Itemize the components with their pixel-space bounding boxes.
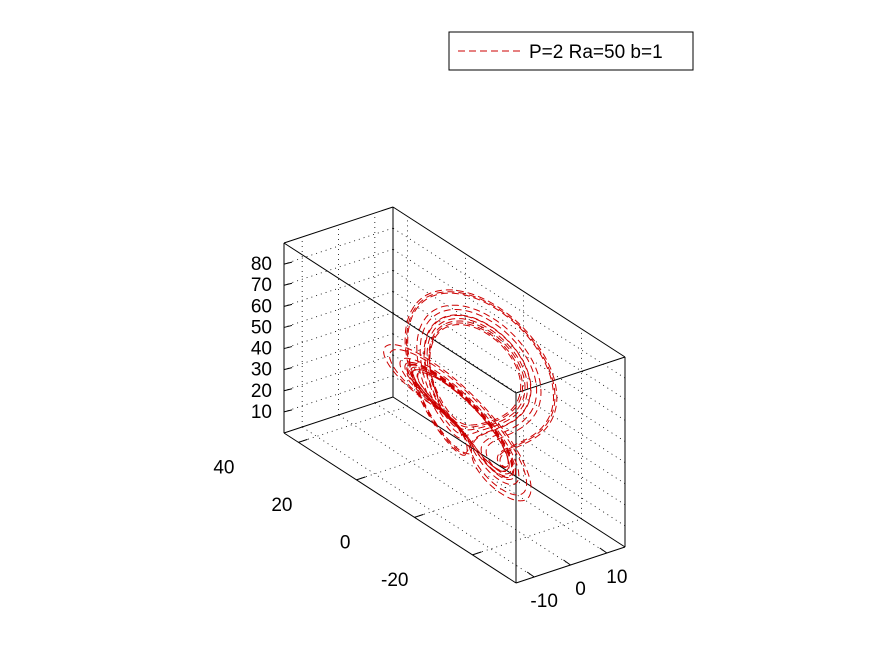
y-tick-label: 0 xyxy=(340,532,351,553)
x-tick-mark xyxy=(563,559,571,566)
z-tick-label: 60 xyxy=(251,296,272,317)
x-tick-mark xyxy=(526,571,535,578)
axes-box-edge xyxy=(392,396,626,548)
legend-box xyxy=(448,31,694,71)
z-tick-label: 70 xyxy=(251,275,272,296)
gridline-z-wall-x xyxy=(392,248,626,400)
grid-layer xyxy=(283,213,626,578)
axes-box-edge xyxy=(283,242,517,394)
z-tick-mark xyxy=(283,367,293,371)
axes-box-edge xyxy=(392,206,626,358)
z-tick-label: 20 xyxy=(251,381,272,402)
z-tick-label: 80 xyxy=(251,254,272,275)
gridline-z-wall-y xyxy=(283,375,394,413)
gridline-z-wall-x xyxy=(392,354,626,506)
axes-box xyxy=(283,206,626,584)
gridline-z-wall-y xyxy=(283,333,394,371)
gridline-x-floor xyxy=(374,402,608,554)
axes-box-edge xyxy=(515,356,626,394)
y-tick-label: -20 xyxy=(381,570,408,591)
x-tick-mark xyxy=(599,547,608,554)
z-tick-mark xyxy=(283,261,293,265)
gridline-z-wall-y xyxy=(283,269,394,307)
gridline-x-floor xyxy=(301,426,535,578)
x-tick-label: 10 xyxy=(606,567,627,588)
z-tick-label: 50 xyxy=(251,317,272,338)
y-tick-mark xyxy=(298,438,308,443)
y-tick-mark xyxy=(472,551,482,556)
y-tick-label: 40 xyxy=(213,457,234,478)
z-tick-mark xyxy=(283,303,293,307)
gridline-z-wall-y xyxy=(283,312,394,349)
z-tick-label: 30 xyxy=(251,360,272,381)
z-tick-mark xyxy=(283,388,293,392)
gridline-y-floor xyxy=(298,405,408,443)
axes-box-edge xyxy=(283,396,394,434)
trajectory-series xyxy=(383,289,558,502)
y-tick-mark xyxy=(414,513,424,518)
gridline-z-wall-y xyxy=(283,227,394,265)
x-tick-label: -10 xyxy=(530,591,557,612)
gridline-z-wall-y xyxy=(283,354,394,392)
axes-box-edge xyxy=(283,206,394,244)
y-tick-label: 20 xyxy=(271,495,292,516)
gridline-x-floor xyxy=(338,414,571,566)
z-tick-label: 10 xyxy=(251,402,272,423)
gridline-z-wall-x xyxy=(392,312,626,463)
axes-box-edge xyxy=(283,432,517,584)
z-tick-mark xyxy=(283,324,293,328)
tick-marks xyxy=(283,261,608,578)
gridline-z-wall-x xyxy=(392,291,626,442)
y-tick-mark xyxy=(356,476,366,481)
z-tick-mark xyxy=(283,346,293,350)
x-tick-label: 0 xyxy=(575,579,586,600)
legend: P=2 Ra=50 b=1 xyxy=(448,31,694,71)
gridline-z-wall-x xyxy=(392,227,626,379)
gridline-y-floor xyxy=(356,443,466,481)
gridline-z-wall-x xyxy=(392,333,626,485)
legend-label: P=2 Ra=50 b=1 xyxy=(529,42,663,63)
gridline-y-floor xyxy=(472,518,582,556)
z-tick-mark xyxy=(283,282,293,286)
series-line-0 xyxy=(383,289,558,502)
z-tick-label: 40 xyxy=(251,339,272,360)
z-tick-mark xyxy=(283,409,293,413)
gridline-z-wall-y xyxy=(283,248,394,286)
